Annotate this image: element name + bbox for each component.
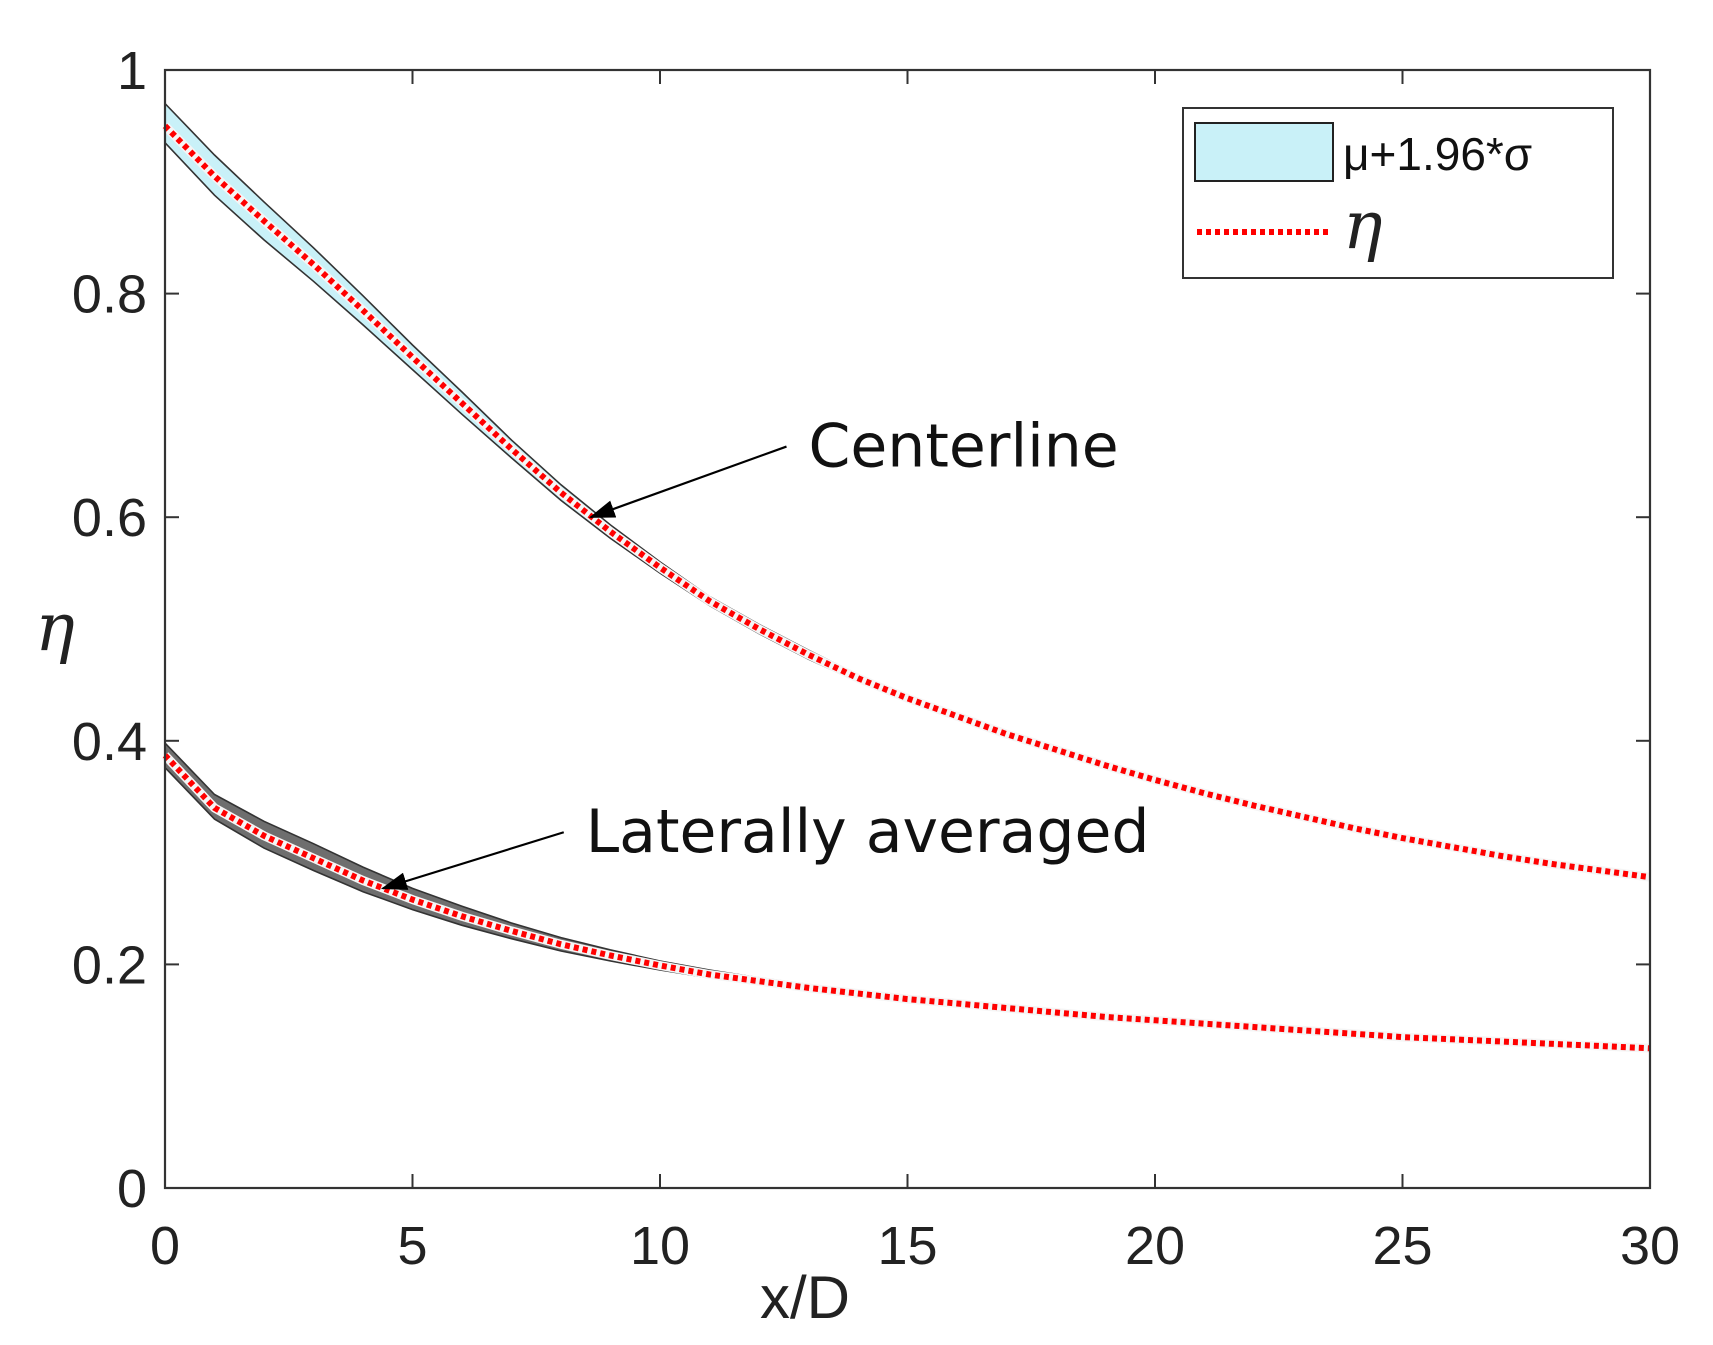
x-tick-label: 20 — [1125, 1216, 1185, 1276]
laterally-averaged-arrow — [380, 831, 565, 890]
centerline-mean-line — [162, 123, 1651, 881]
y-tick-label: 0.2 — [72, 935, 147, 995]
legend-band-swatch — [1194, 122, 1334, 182]
x-tick-label: 15 — [877, 1216, 937, 1276]
legend: μ+1.96*σ η — [1182, 107, 1614, 279]
y-axis-label: η — [35, 589, 75, 666]
x-tick-label: 10 — [630, 1216, 690, 1276]
x-axis-label: x/D — [760, 1264, 850, 1331]
y-tick-label: 1 — [117, 41, 147, 101]
centerline-annotation: Centerline — [809, 412, 1119, 482]
x-tick-label: 30 — [1620, 1216, 1680, 1276]
y-tick-label: 0 — [117, 1159, 147, 1219]
centerline-arrow — [588, 445, 787, 519]
plot-area — [161, 101, 1651, 1053]
axes: 0 5 10 15 20 25 30 0 0.2 0.4 0.6 0.8 1 x/D η — [35, 41, 1680, 1331]
x-tick-label: 0 — [150, 1216, 180, 1276]
legend-band-label: μ+1.96*σ — [1343, 128, 1532, 180]
laterally-averaged-mean-line — [162, 753, 1651, 1052]
x-tick-label: 25 — [1372, 1216, 1432, 1276]
legend-line-label: η — [1343, 187, 1383, 264]
x-tick-label: 5 — [397, 1216, 427, 1276]
laterally-averaged-annotation: Laterally averaged — [586, 797, 1150, 867]
annotations: Centerline Laterally averaged — [380, 412, 1150, 890]
y-tick-label: 0.6 — [72, 488, 147, 548]
y-tick-label: 0.4 — [72, 712, 147, 772]
y-tick-label: 0.8 — [72, 265, 147, 325]
